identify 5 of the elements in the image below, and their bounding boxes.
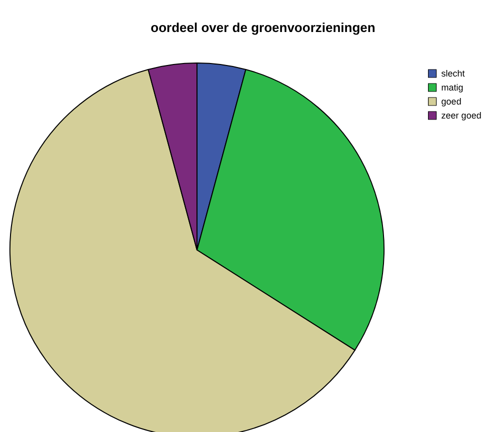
legend-label: slecht — [441, 68, 466, 78]
legend-label: matig — [441, 82, 464, 92]
legend-label: goed — [441, 96, 462, 106]
chart-title: oordeel over de groenvoorzieningen — [150, 20, 376, 35]
legend-label: zeer goed — [441, 110, 482, 120]
